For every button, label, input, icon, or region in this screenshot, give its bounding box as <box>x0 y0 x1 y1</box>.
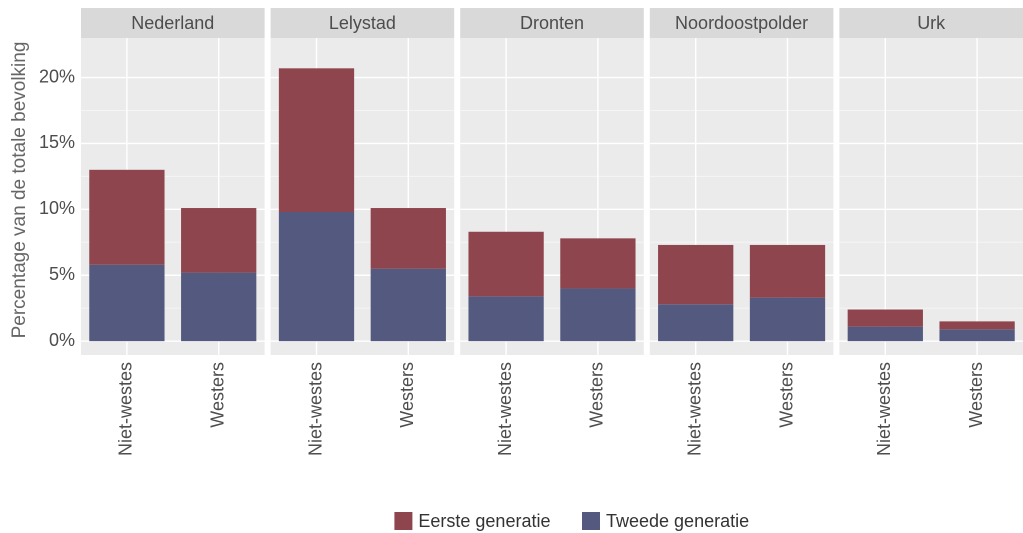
x-tick-label: Westers <box>397 362 417 428</box>
facet-label: Urk <box>917 13 946 33</box>
bar-segment <box>370 268 446 342</box>
bar-segment <box>749 244 826 298</box>
y-axis-label: Percentage van de totale bevolking <box>9 42 30 339</box>
bar-segment <box>658 304 734 342</box>
facet-strip <box>839 8 1023 38</box>
y-tick-label: 10% <box>39 198 75 218</box>
panel-background <box>839 38 1023 355</box>
bar-segment <box>468 231 544 297</box>
facet-label: Lelystad <box>329 13 396 33</box>
bar-segment <box>278 68 355 212</box>
bar-segment <box>181 272 257 342</box>
facet-strip <box>649 8 834 38</box>
bar-segment <box>939 329 1015 342</box>
x-tick-label: Niet-westes <box>495 362 515 456</box>
facet-strip <box>270 8 455 38</box>
y-tick-label: 15% <box>39 132 75 152</box>
facet-strip <box>460 8 644 38</box>
facet-strip <box>81 8 265 38</box>
bar-segment <box>939 321 1015 330</box>
bar-segment <box>89 264 165 342</box>
x-tick-label: Westers <box>776 362 796 428</box>
bar-segment <box>89 169 165 265</box>
bar-segment <box>847 326 923 342</box>
bar-segment <box>278 211 355 342</box>
x-tick-label: Niet-westes <box>305 362 325 456</box>
legend-label: Eerste generatie <box>418 511 550 531</box>
legend-swatch <box>394 512 413 530</box>
x-tick-label: Westers <box>207 362 227 428</box>
bar-segment <box>560 288 636 342</box>
x-tick-label: Niet-westes <box>874 362 894 456</box>
facet-label: Dronten <box>520 13 584 33</box>
x-tick-label: Westers <box>587 362 607 428</box>
legend-swatch <box>582 512 600 530</box>
x-tick-label: Niet-westes <box>116 362 136 456</box>
y-tick-label: 5% <box>49 264 75 284</box>
bar-segment <box>370 208 446 269</box>
y-tick-label: 0% <box>49 330 75 350</box>
y-tick-label: 20% <box>39 66 75 86</box>
legend-label: Tweede generatie <box>606 511 749 531</box>
bar-segment <box>847 309 923 327</box>
facet-label: Nederland <box>131 13 214 33</box>
bar-segment <box>560 238 636 289</box>
x-tick-label: Niet-westes <box>684 362 704 456</box>
facet-label: Noordoostpolder <box>675 13 808 33</box>
bar-segment <box>468 296 544 342</box>
bar-segment <box>749 297 826 342</box>
bar-segment <box>658 244 734 305</box>
x-tick-label: Westers <box>966 362 986 428</box>
bar-segment <box>181 208 257 273</box>
